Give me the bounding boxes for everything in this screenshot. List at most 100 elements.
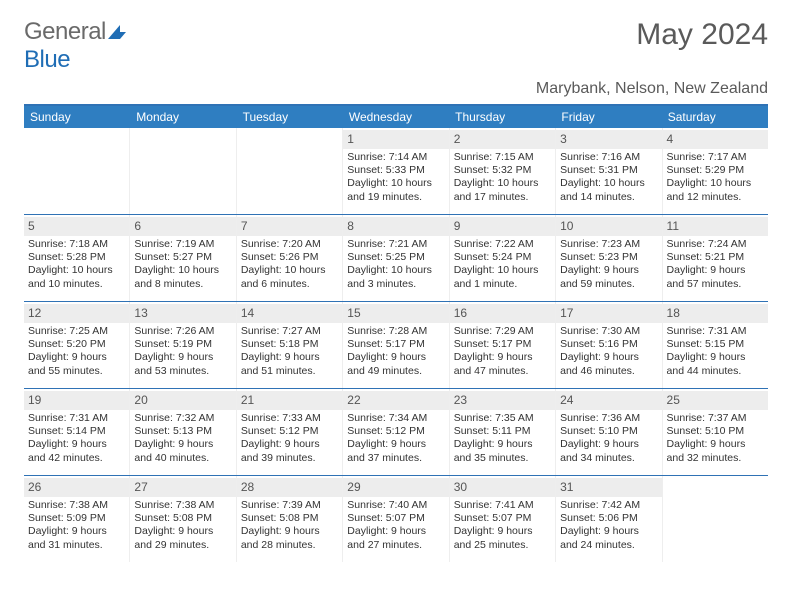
day-number: 3	[560, 132, 567, 146]
sunrise-text: Sunrise: 7:39 AM	[241, 499, 338, 512]
sunrise-text: Sunrise: 7:15 AM	[454, 151, 551, 164]
week-row: 12Sunrise: 7:25 AMSunset: 5:20 PMDayligh…	[24, 301, 768, 388]
day-number-row: 14	[237, 304, 342, 323]
week-row: 19Sunrise: 7:31 AMSunset: 5:14 PMDayligh…	[24, 388, 768, 475]
dow-cell: Tuesday	[237, 106, 343, 128]
daylight-text: Daylight: 9 hours and 32 minutes.	[667, 438, 764, 464]
day-cell: 18Sunrise: 7:31 AMSunset: 5:15 PMDayligh…	[663, 302, 768, 388]
day-number-row: 19	[24, 391, 129, 410]
dow-cell: Sunday	[24, 106, 130, 128]
sunset-text: Sunset: 5:13 PM	[134, 425, 231, 438]
daylight-text: Daylight: 9 hours and 39 minutes.	[241, 438, 338, 464]
day-number: 6	[134, 219, 141, 233]
daylight-text: Daylight: 9 hours and 29 minutes.	[134, 525, 231, 551]
day-number: 18	[667, 306, 680, 320]
day-number: 31	[560, 480, 573, 494]
sunrise-text: Sunrise: 7:33 AM	[241, 412, 338, 425]
sunrise-text: Sunrise: 7:36 AM	[560, 412, 657, 425]
sunset-text: Sunset: 5:17 PM	[454, 338, 551, 351]
title-block: May 2024	[636, 18, 768, 52]
day-cell: 12Sunrise: 7:25 AMSunset: 5:20 PMDayligh…	[24, 302, 130, 388]
sunset-text: Sunset: 5:32 PM	[454, 164, 551, 177]
sunrise-text: Sunrise: 7:41 AM	[454, 499, 551, 512]
day-number-row: 4	[663, 130, 768, 149]
week-row: 26Sunrise: 7:38 AMSunset: 5:09 PMDayligh…	[24, 475, 768, 562]
day-number: 9	[454, 219, 461, 233]
day-number: 16	[454, 306, 467, 320]
daylight-text: Daylight: 9 hours and 51 minutes.	[241, 351, 338, 377]
brand-text: General Blue	[24, 18, 126, 74]
sunset-text: Sunset: 5:14 PM	[28, 425, 125, 438]
day-cell: 19Sunrise: 7:31 AMSunset: 5:14 PMDayligh…	[24, 389, 130, 475]
day-number: 12	[28, 306, 41, 320]
day-number-row: 24	[556, 391, 661, 410]
day-number: 17	[560, 306, 573, 320]
day-cell: 29Sunrise: 7:40 AMSunset: 5:07 PMDayligh…	[343, 476, 449, 562]
sunrise-text: Sunrise: 7:38 AM	[28, 499, 125, 512]
sunset-text: Sunset: 5:27 PM	[134, 251, 231, 264]
day-cell: 6Sunrise: 7:19 AMSunset: 5:27 PMDaylight…	[130, 215, 236, 301]
sunrise-text: Sunrise: 7:35 AM	[454, 412, 551, 425]
sunrise-text: Sunrise: 7:40 AM	[347, 499, 444, 512]
day-number: 8	[347, 219, 354, 233]
sunrise-text: Sunrise: 7:42 AM	[560, 499, 657, 512]
daylight-text: Daylight: 9 hours and 59 minutes.	[560, 264, 657, 290]
day-cell: 1Sunrise: 7:14 AMSunset: 5:33 PMDaylight…	[343, 128, 449, 214]
day-cell: 9 Sunrise: 7:22 AMSunset: 5:24 PMDaylight…	[450, 215, 556, 301]
day-number: 28	[241, 480, 254, 494]
sunset-text: Sunset: 5:08 PM	[134, 512, 231, 525]
day-cell: 24Sunrise: 7:36 AMSunset: 5:10 PMDayligh…	[556, 389, 662, 475]
sunset-text: Sunset: 5:12 PM	[241, 425, 338, 438]
sunset-text: Sunset: 5:21 PM	[667, 251, 764, 264]
daylight-text: Daylight: 9 hours and 40 minutes.	[134, 438, 231, 464]
sunset-text: Sunset: 5:12 PM	[347, 425, 444, 438]
day-cell: 21 Sunrise: 7:33 AMSunset: 5:12 PMDayligh…	[237, 389, 343, 475]
day-number-row: 5	[24, 217, 129, 236]
day-number: 11	[667, 219, 679, 233]
sunset-text: Sunset: 5:18 PM	[241, 338, 338, 351]
week-row: 1Sunrise: 7:14 AMSunset: 5:33 PMDaylight…	[24, 128, 768, 214]
sunset-text: Sunset: 5:24 PM	[454, 251, 551, 264]
day-cell: 14Sunrise: 7:27 AMSunset: 5:18 PMDayligh…	[237, 302, 343, 388]
sunset-text: Sunset: 5:09 PM	[28, 512, 125, 525]
day-cell	[24, 128, 130, 214]
brand-logo: General Blue	[24, 18, 126, 74]
daylight-text: Daylight: 9 hours and 57 minutes.	[667, 264, 764, 290]
day-number-row: 3	[556, 130, 661, 149]
day-number-row: 17	[556, 304, 661, 323]
day-cell: 23Sunrise: 7:35 AMSunset: 5:11 PMDayligh…	[450, 389, 556, 475]
day-number: 1	[347, 132, 354, 146]
day-cell: 31Sunrise: 7:42 AMSunset: 5:06 PMDayligh…	[556, 476, 662, 562]
daylight-text: Daylight: 9 hours and 44 minutes.	[667, 351, 764, 377]
sunset-text: Sunset: 5:23 PM	[560, 251, 657, 264]
day-cell: 11Sunrise: 7:24 AMSunset: 5:21 PMDayligh…	[663, 215, 768, 301]
header: General Blue May 2024	[24, 18, 768, 74]
sunset-text: Sunset: 5:28 PM	[28, 251, 125, 264]
day-cell: 26Sunrise: 7:38 AMSunset: 5:09 PMDayligh…	[24, 476, 130, 562]
sunrise-text: Sunrise: 7:20 AM	[241, 238, 338, 251]
day-cell: 25Sunrise: 7:37 AMSunset: 5:10 PMDayligh…	[663, 389, 768, 475]
sunrise-text: Sunrise: 7:22 AM	[454, 238, 551, 251]
sunrise-text: Sunrise: 7:14 AM	[347, 151, 444, 164]
day-number-row: 21	[237, 391, 342, 410]
sunset-text: Sunset: 5:26 PM	[241, 251, 338, 264]
day-cell	[663, 476, 768, 562]
day-number-row: 8	[343, 217, 448, 236]
day-cell: 13Sunrise: 7:26 AMSunset: 5:19 PMDayligh…	[130, 302, 236, 388]
day-cell: 3Sunrise: 7:16 AMSunset: 5:31 PMDaylight…	[556, 128, 662, 214]
sunset-text: Sunset: 5:07 PM	[454, 512, 551, 525]
sunrise-text: Sunrise: 7:21 AM	[347, 238, 444, 251]
day-cell	[237, 128, 343, 214]
brand-part1: General	[24, 18, 106, 45]
day-number-row: 16	[450, 304, 555, 323]
daylight-text: Daylight: 9 hours and 24 minutes.	[560, 525, 657, 551]
daylight-text: Daylight: 9 hours and 28 minutes.	[241, 525, 338, 551]
day-number: 23	[454, 393, 467, 407]
sunrise-text: Sunrise: 7:30 AM	[560, 325, 657, 338]
sunrise-text: Sunrise: 7:29 AM	[454, 325, 551, 338]
day-cell: 10Sunrise: 7:23 AMSunset: 5:23 PMDayligh…	[556, 215, 662, 301]
sunrise-text: Sunrise: 7:18 AM	[28, 238, 125, 251]
day-cell: 15Sunrise: 7:28 AMSunset: 5:17 PMDayligh…	[343, 302, 449, 388]
daylight-text: Daylight: 10 hours and 1 minute.	[454, 264, 551, 290]
month-title: May 2024	[636, 18, 768, 52]
